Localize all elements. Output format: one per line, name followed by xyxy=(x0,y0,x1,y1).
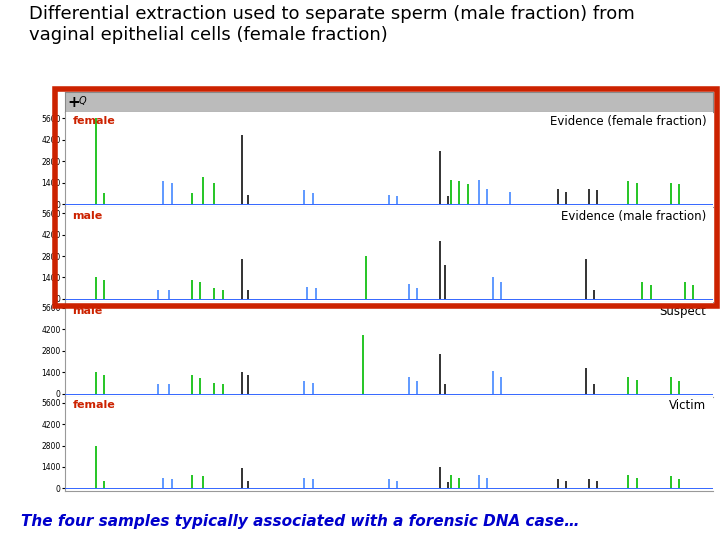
Text: male: male xyxy=(73,306,103,316)
Text: The four samples typically associated with a forensic DNA case…: The four samples typically associated wi… xyxy=(22,514,580,529)
Text: Suspect: Suspect xyxy=(660,305,706,318)
Text: +: + xyxy=(68,94,80,110)
Text: Victim: Victim xyxy=(669,400,706,413)
Text: Evidence (female fraction): Evidence (female fraction) xyxy=(549,115,706,128)
Text: female: female xyxy=(73,401,115,410)
Text: male: male xyxy=(73,211,103,221)
Text: Differential extraction used to separate sperm (male fraction) from
vaginal epit: Differential extraction used to separate… xyxy=(29,5,634,44)
Text: Evidence (male fraction): Evidence (male fraction) xyxy=(561,210,706,223)
Text: Q: Q xyxy=(79,96,86,106)
Text: female: female xyxy=(73,116,115,126)
